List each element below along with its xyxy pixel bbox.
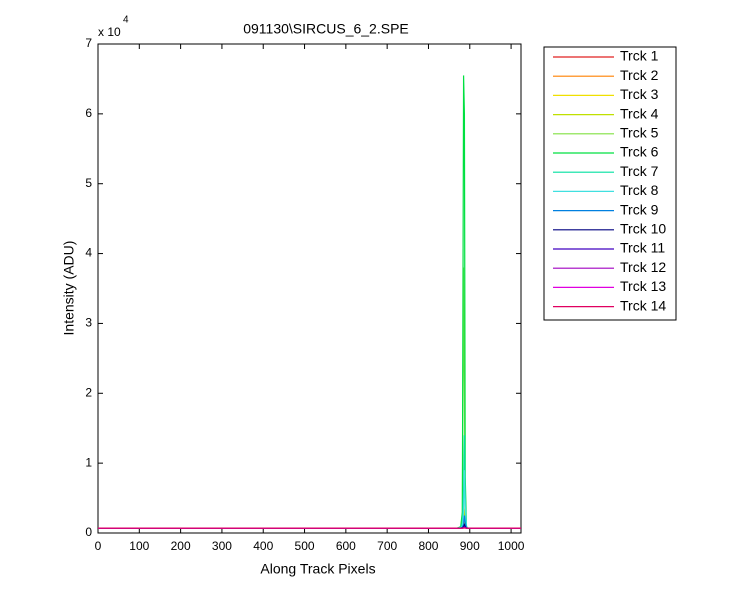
legend-label: Trck 8 (620, 182, 659, 198)
legend-label: Trck 7 (620, 163, 659, 179)
y-axis-label: Intensity (ADU) (61, 241, 77, 336)
y-tick-label: 3 (85, 316, 92, 330)
legend-label: Trck 2 (620, 67, 659, 83)
y-tick-label: 4 (85, 246, 92, 260)
y-tick-label: 7 (85, 36, 92, 50)
legend-label: Trck 13 (620, 278, 666, 294)
legend-label: Trck 3 (620, 86, 659, 102)
legend-label: Trck 5 (620, 125, 659, 141)
x-axis-label: Along Track Pixels (260, 561, 375, 577)
x-tick-label: 800 (418, 539, 438, 553)
x-tick-label: 200 (171, 539, 191, 553)
legend-label: Trck 10 (620, 221, 666, 237)
legend (543, 46, 677, 321)
y-tick-label: 2 (85, 385, 92, 399)
x-tick-label: 0 (95, 539, 102, 553)
y-tick-label: 5 (85, 176, 92, 190)
y-tick-label: 0 (85, 525, 92, 539)
plot-area (97, 43, 522, 534)
y-tick-label: 6 (85, 106, 92, 120)
x-tick-label: 700 (377, 539, 397, 553)
y-tick-label: 1 (85, 455, 92, 469)
legend-label: Trck 1 (620, 48, 659, 64)
chart-title: 091130\SIRCUS_6_2.SPE (243, 21, 409, 37)
legend-label: Trck 14 (620, 297, 666, 313)
y-multiplier: x 10 (98, 25, 121, 39)
x-tick-label: 100 (129, 539, 149, 553)
legend-label: Trck 6 (620, 144, 659, 160)
legend-label: Trck 4 (620, 105, 659, 121)
x-tick-label: 900 (460, 539, 480, 553)
x-tick-label: 400 (253, 539, 273, 553)
x-tick-label: 500 (295, 539, 315, 553)
x-tick-label: 600 (336, 539, 356, 553)
y-multiplier-exponent: 4 (123, 15, 129, 26)
legend-label: Trck 9 (620, 201, 659, 217)
x-tick-label: 300 (212, 539, 232, 553)
x-tick-label: 1000 (498, 539, 525, 553)
legend-label: Trck 11 (620, 240, 665, 256)
legend-label: Trck 12 (620, 259, 666, 275)
